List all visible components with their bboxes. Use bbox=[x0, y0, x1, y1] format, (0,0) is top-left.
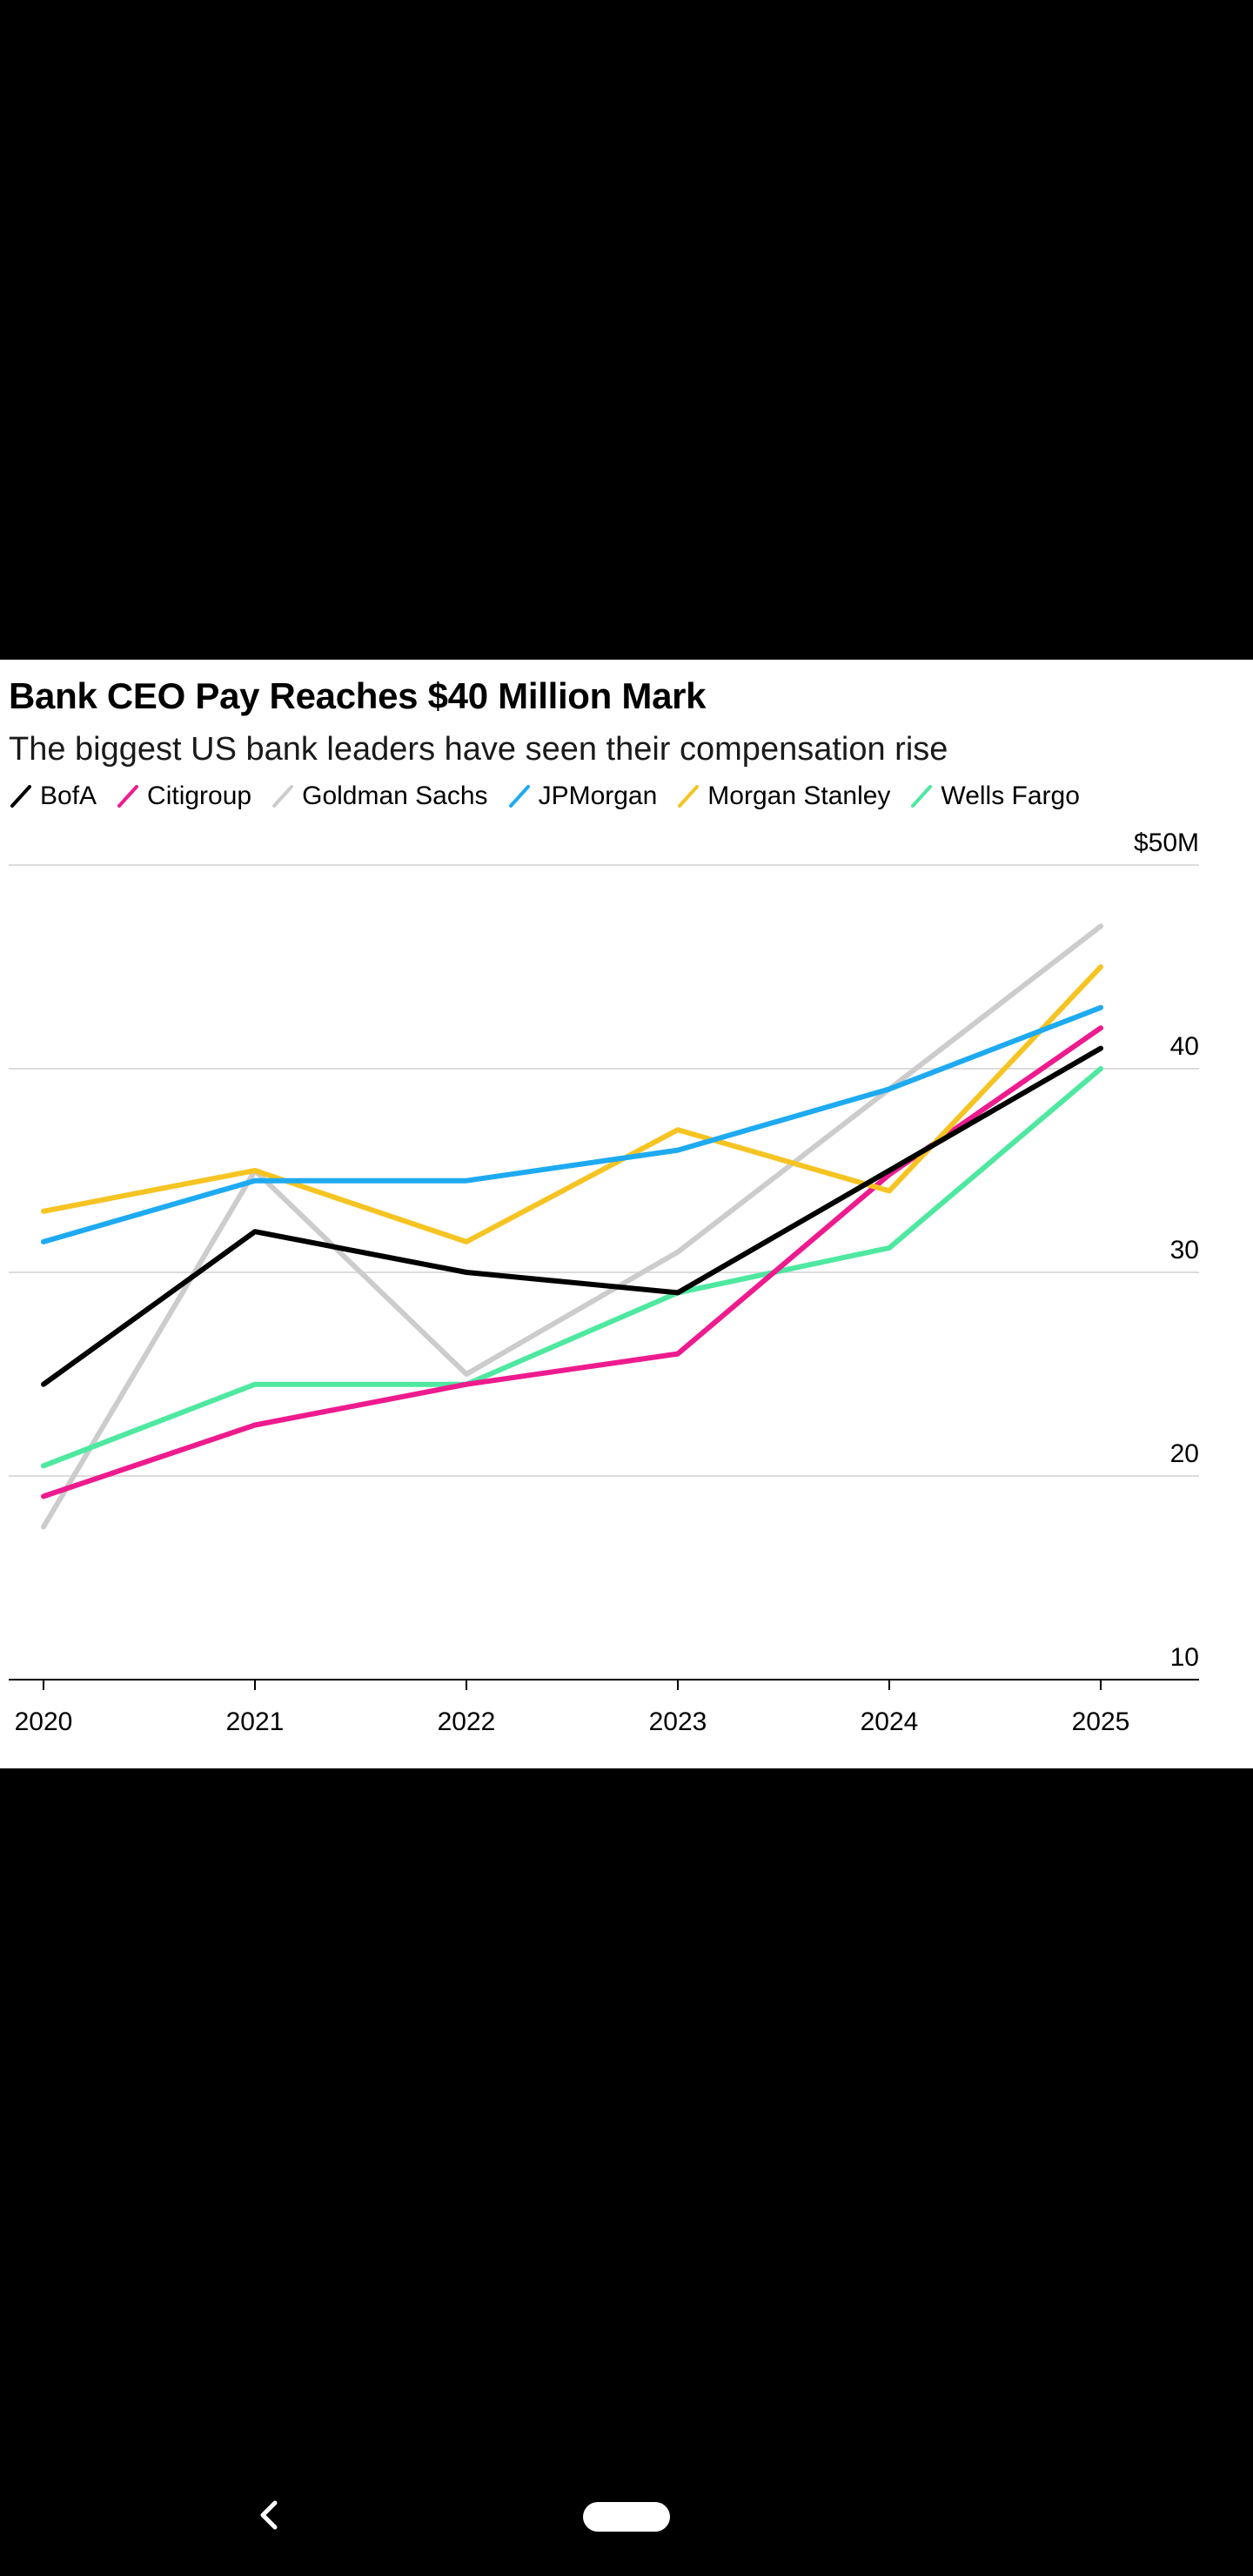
chart-title: Bank CEO Pay Reaches $40 Million Mark bbox=[9, 675, 707, 716]
chart-subtitle: The biggest US bank leaders have seen th… bbox=[9, 731, 948, 768]
legend-swatch-citigroup bbox=[117, 785, 139, 808]
legend-label-goldman-sachs: Goldman Sachs bbox=[302, 782, 488, 810]
y-tick-label-10: 10 bbox=[1170, 1643, 1199, 1672]
series-line-wells-fargo bbox=[41, 1066, 1103, 1469]
legend-item-jpmorgan: JPMorgan bbox=[507, 782, 658, 811]
legend-label-jpmorgan: JPMorgan bbox=[538, 782, 658, 810]
home-pill-icon[interactable] bbox=[583, 2502, 670, 2532]
y-tick-label-30: 30 bbox=[1170, 1236, 1199, 1265]
x-tick-label-2022: 2022 bbox=[438, 1707, 496, 1736]
y-tick-label-20: 20 bbox=[1170, 1439, 1199, 1468]
legend-item-goldman-sachs: Goldman Sachs bbox=[271, 782, 488, 811]
line-chart-plot: $50M 40 30 20 10 2020 2021 2022 2023 2024 2025 bbox=[9, 828, 1199, 1736]
chart-legend: BofA Citigroup Goldman Sachs JPMorgan Morgan… bbox=[9, 782, 1099, 811]
y-tick-label-50: $50M bbox=[1134, 828, 1199, 857]
series-lines bbox=[41, 923, 1103, 1530]
legend-label-morgan-stanley: Morgan Stanley bbox=[707, 782, 891, 810]
gridlines bbox=[9, 864, 1199, 1477]
legend-swatch-wells-fargo bbox=[911, 785, 933, 808]
legend-swatch-morgan-stanley bbox=[678, 785, 700, 808]
chart-panel: Bank CEO Pay Reaches $40 Million Mark Th… bbox=[0, 660, 1253, 1768]
legend-item-morgan-stanley: Morgan Stanley bbox=[676, 782, 890, 811]
x-tick-label-2025: 2025 bbox=[1072, 1707, 1130, 1736]
legend-item-wells-fargo: Wells Fargo bbox=[909, 782, 1080, 811]
series-line-bofa bbox=[41, 1045, 1103, 1387]
legend-swatch-goldman-sachs bbox=[272, 785, 294, 808]
x-tick-label-2021: 2021 bbox=[226, 1707, 285, 1736]
x-tick-label-2020: 2020 bbox=[15, 1707, 73, 1736]
y-axis-tick-labels: $50M 40 30 20 10 bbox=[1134, 828, 1199, 1672]
legend-label-bofa: BofA bbox=[40, 782, 97, 810]
legend-swatch-bofa bbox=[10, 785, 31, 808]
x-axis bbox=[9, 1679, 1199, 1690]
series-line-jpmorgan bbox=[41, 1004, 1103, 1244]
series-line-goldman-sachs bbox=[41, 923, 1103, 1530]
series-line-morgan-stanley bbox=[41, 964, 1103, 1244]
y-tick-label-40: 40 bbox=[1170, 1032, 1199, 1061]
legend-item-bofa: BofA bbox=[9, 782, 97, 811]
x-tick-label-2023: 2023 bbox=[649, 1707, 707, 1736]
x-tick-label-2024: 2024 bbox=[861, 1707, 919, 1736]
legend-item-citigroup: Citigroup bbox=[116, 782, 251, 811]
system-navigation-bar bbox=[0, 2454, 1253, 2576]
legend-label-wells-fargo: Wells Fargo bbox=[941, 782, 1080, 810]
chevron-left-icon[interactable] bbox=[252, 2498, 287, 2532]
x-axis-tick-labels: 2020 2021 2022 2023 2024 2025 bbox=[15, 1707, 1130, 1736]
legend-swatch-jpmorgan bbox=[508, 785, 530, 808]
legend-label-citigroup: Citigroup bbox=[147, 782, 252, 810]
